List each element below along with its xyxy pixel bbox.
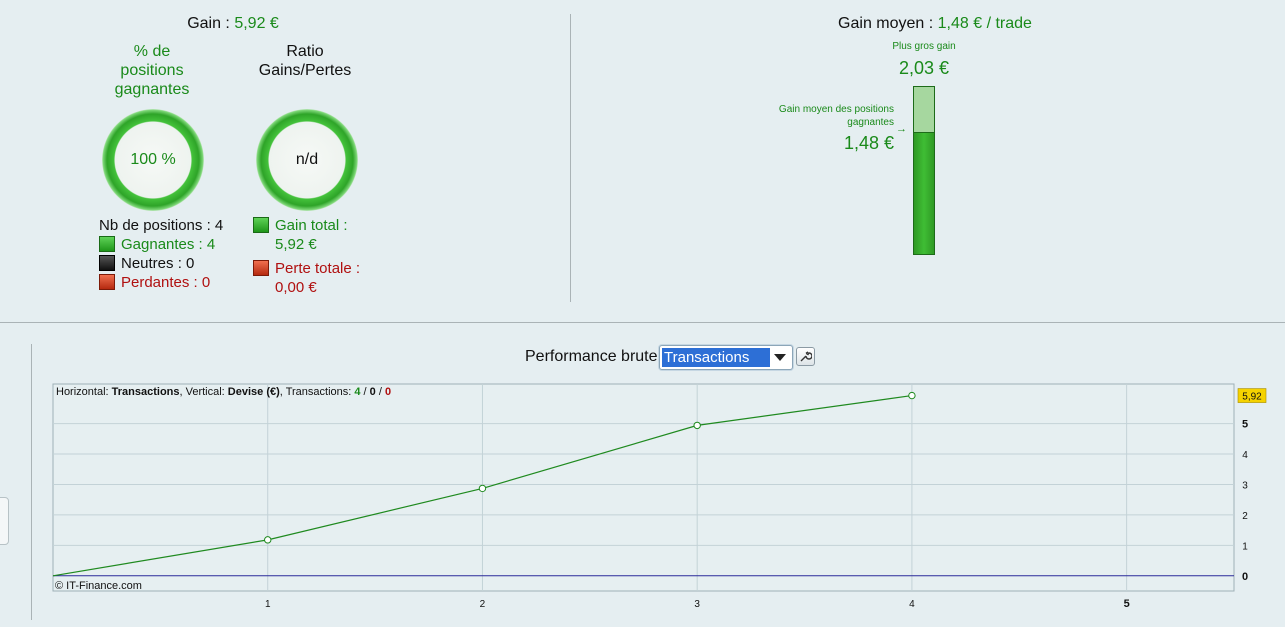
last-value-label: 5,92 xyxy=(1242,392,1262,403)
data-point xyxy=(693,421,701,430)
biggest-gain-value: 2,03 € xyxy=(898,58,950,78)
chart-header: Horizontal: Transactions, Vertical: Devi… xyxy=(56,386,391,398)
avg-gain-value: 1,48 € / trade xyxy=(937,15,1032,32)
avg-winning-value: 1,48 € xyxy=(843,133,894,153)
neutral-label: Neutres : 0 xyxy=(121,255,195,272)
wrench-icon[interactable] xyxy=(796,347,815,366)
wrench-icon-glyph xyxy=(800,351,812,362)
x-tick-labels: 1 2 3 4 5 xyxy=(265,598,1130,610)
gain-value: 5,92 € xyxy=(234,15,279,32)
data-point xyxy=(908,391,916,400)
x-tick-label: 5 xyxy=(1124,598,1130,610)
gain-total-value: 5,92 € xyxy=(275,236,317,253)
winners-label: Gagnantes : 4 xyxy=(121,236,216,253)
ratio-title: Ratio Gains/Pertes xyxy=(258,43,352,79)
series-line xyxy=(52,391,916,577)
x-tick-label: 3 xyxy=(694,599,700,610)
ratio-value: n/d xyxy=(295,151,319,168)
loss-total-swatch xyxy=(253,260,269,276)
loss-total-value: 0,00 € xyxy=(275,279,317,296)
x-tick-label: 2 xyxy=(480,599,486,610)
avg-gain-bar xyxy=(913,86,935,255)
chart-panel-left-border xyxy=(31,344,32,620)
x-tick-label: 1 xyxy=(265,599,271,610)
grid-lines xyxy=(53,384,1234,591)
loss-total-label: Perte totale : xyxy=(275,260,361,277)
positions-total: Nb de positions : 4 xyxy=(99,217,224,234)
winning-pct-title: % de positions gagnantes xyxy=(114,43,190,98)
section-divider-vertical xyxy=(570,14,571,302)
y-tick-label: 3 xyxy=(1242,480,1248,491)
y-tick-label: 1 xyxy=(1242,541,1248,552)
ratio-gauge: n/d xyxy=(256,109,358,211)
winners-swatch xyxy=(99,236,115,252)
x-tick-label: 4 xyxy=(909,599,915,610)
gain-summary: Gain : 5,92 € xyxy=(0,15,466,33)
y-tick-label: 5 xyxy=(1242,419,1248,431)
avg-gain-summary: Gain moyen : 1,48 € / trade xyxy=(740,15,1130,33)
last-value-marker: 5,92 xyxy=(1237,388,1267,403)
y-tick-label: 0 xyxy=(1242,571,1248,583)
performance-select-value: Transactions xyxy=(662,348,770,367)
side-tab[interactable] xyxy=(0,497,9,545)
performance-select[interactable]: Transactions xyxy=(659,345,793,370)
performance-label: Performance brute xyxy=(525,348,658,365)
neutral-swatch xyxy=(99,255,115,271)
avg-winning-label: Gain moyen des positions gagnantes xyxy=(778,104,894,128)
data-point xyxy=(478,484,487,493)
performance-chart: 1 2 3 4 5 0 1 2 3 4 5 Horizontal: Transactions, V… xyxy=(52,383,1267,610)
losers-swatch xyxy=(99,274,115,290)
gain-label: Gain : xyxy=(187,15,235,32)
winning-pct-value: 100 % xyxy=(130,151,176,168)
y-tick-label: 2 xyxy=(1242,511,1248,522)
avg-gain-label: Gain moyen : xyxy=(838,15,938,32)
gain-total-swatch xyxy=(253,217,269,233)
avg-gain-bar-fill xyxy=(914,132,934,254)
y-tick-label: 4 xyxy=(1242,450,1248,461)
last-value-badge xyxy=(1237,388,1267,403)
section-divider-horizontal xyxy=(0,322,1285,323)
losers-label: Perdantes : 0 xyxy=(121,274,211,291)
avg-winning-arrow: → xyxy=(896,123,907,135)
copyright: © IT-Finance.com xyxy=(55,580,142,592)
gain-total-label: Gain total : xyxy=(275,217,348,234)
y-tick-labels: 0 1 2 3 4 5 xyxy=(1242,419,1248,583)
plot-area xyxy=(52,383,1235,592)
chevron-down-icon xyxy=(774,354,786,361)
biggest-gain-label: Plus gros gain xyxy=(892,41,956,52)
winning-pct-gauge: 100 % xyxy=(102,109,204,211)
data-point xyxy=(264,536,272,544)
